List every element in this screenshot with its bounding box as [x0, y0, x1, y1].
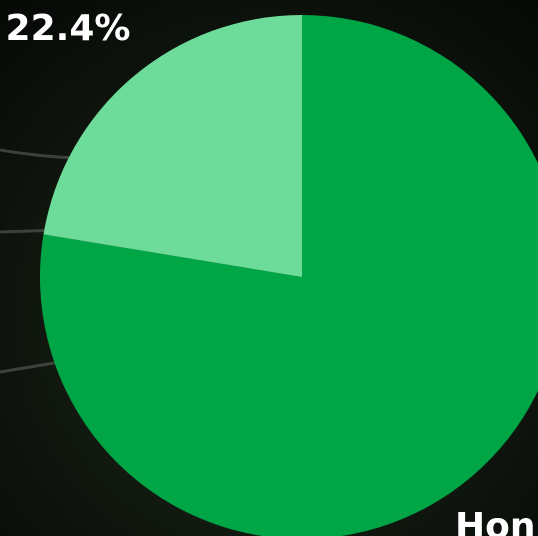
pie-slice [43, 15, 302, 277]
value-label: 22.4% [6, 8, 131, 49]
category-label: Hon [455, 506, 536, 536]
pie [40, 15, 538, 536]
pie-slice [40, 15, 538, 536]
field-line [0, 360, 61, 374]
